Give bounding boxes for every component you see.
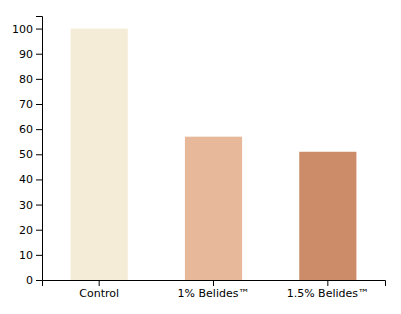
y-tick: 10: [19, 249, 42, 262]
x-tick-mark: [327, 280, 328, 286]
x-tick-label: 1% Belides™: [178, 287, 250, 300]
bar: [71, 29, 128, 280]
y-tick-mark: [36, 179, 42, 180]
y-tick: 90: [19, 48, 42, 61]
y-tick-label: 10: [19, 249, 33, 262]
y-tick-mark: [36, 129, 42, 130]
x-tick-label: Control: [79, 287, 119, 300]
y-tick-label: 100: [12, 23, 33, 36]
bar: [299, 152, 356, 280]
x-tick: 1% Belides™: [178, 280, 250, 300]
y-tick-mark: [36, 280, 42, 281]
y-tick-label: 70: [19, 98, 33, 111]
plot: 0 10 20 30 40 50 60 70 80 90 100 Control 1% Belides™…: [12, 17, 386, 300]
y-tick-mark: [36, 29, 42, 30]
y-tick: 50: [19, 148, 42, 161]
x-tick: Control: [79, 280, 119, 300]
y-tick-mark: [36, 154, 42, 155]
y-tick: 0: [26, 274, 42, 287]
y-tick-label: 20: [19, 224, 33, 237]
y-tick: 20: [19, 224, 42, 237]
x-tick-mark: [99, 280, 100, 286]
y-tick-mark: [36, 230, 42, 231]
y-tick-mark: [36, 79, 42, 80]
y-tick-mark: [36, 205, 42, 206]
y-axis-line: [36, 17, 43, 281]
y-tick-mark: [36, 104, 42, 105]
x-tick: 1.5% Belides™: [287, 280, 369, 300]
x-tick-label: 1.5% Belides™: [287, 287, 369, 300]
y-tick-mark: [36, 54, 42, 55]
x-tick-mark: [213, 280, 214, 286]
y-tick-label: 80: [19, 73, 33, 86]
y-tick: 40: [19, 173, 42, 186]
bar: [185, 137, 242, 280]
x-axis-line: [43, 281, 386, 287]
y-tick-label: 90: [19, 48, 33, 61]
y-tick: 80: [19, 73, 42, 86]
y-tick: 60: [19, 123, 42, 136]
y-tick-mark: [36, 255, 42, 256]
y-tick-label: 0: [26, 274, 33, 287]
y-tick: 30: [19, 199, 42, 212]
y-tick: 70: [19, 98, 42, 111]
y-tick-label: 40: [19, 173, 33, 186]
bars: [71, 29, 357, 280]
y-tick-label: 30: [19, 199, 33, 212]
x-axis: Control 1% Belides™ 1.5% Belides™: [43, 280, 386, 300]
chart-container: 0 10 20 30 40 50 60 70 80 90 100 Control 1% Belides™…: [0, 0, 401, 314]
y-tick: 100: [12, 23, 42, 36]
y-tick-label: 60: [19, 123, 33, 136]
y-tick-label: 50: [19, 148, 33, 161]
chart: 0 10 20 30 40 50 60 70 80 90 100 Control 1% Belides™…: [0, 0, 401, 314]
y-axis: 0 10 20 30 40 50 60 70 80 90 100: [12, 17, 43, 288]
